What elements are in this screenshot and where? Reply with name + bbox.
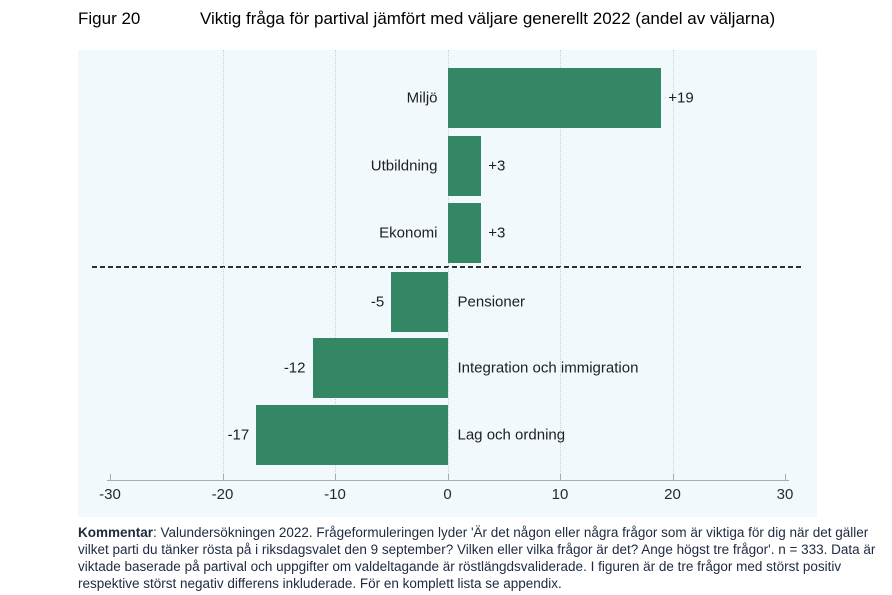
bar-category-label: Lag och ordning xyxy=(457,426,566,444)
x-axis-tick-label: 10 xyxy=(551,486,569,503)
x-axis-tick-label: -20 xyxy=(211,486,234,503)
bar-value-label: -17 xyxy=(227,426,250,444)
bar-value-label: +19 xyxy=(668,89,694,107)
x-axis-tick-label: -10 xyxy=(324,486,346,503)
bar-value-label: -5 xyxy=(370,293,385,311)
x-axis-tick--20 xyxy=(222,474,224,480)
x-axis-tick-label: -30 xyxy=(99,486,121,503)
comment-label: Kommentar xyxy=(78,525,154,540)
gridline-10 xyxy=(560,50,561,480)
x-axis-tick-label: 30 xyxy=(776,486,794,503)
bar-chart-plot: Miljö +19 Utbildning +3 Ekonomi +3 Pensioner -5… xyxy=(78,50,817,517)
gridline-0 xyxy=(447,50,449,480)
x-axis-tick-20 xyxy=(672,474,674,480)
bar-category-label: Utbildning xyxy=(370,157,438,175)
bar-1 xyxy=(447,136,482,196)
x-axis-tick-label: 0 xyxy=(443,486,452,503)
bar-value-label: -12 xyxy=(283,359,306,377)
gridline-20 xyxy=(672,50,674,480)
figure-title: Viktig fråga för partival jämfört med vä… xyxy=(200,9,776,28)
x-axis-tick--30 xyxy=(110,474,111,480)
gridline--10 xyxy=(335,50,336,480)
bar-2 xyxy=(447,203,482,263)
comment-text: Kommentar: Valundersökningen 2022. Fråge… xyxy=(78,524,880,592)
gridline--20 xyxy=(222,50,224,480)
bar-4 xyxy=(312,338,448,398)
x-axis-tick-30 xyxy=(785,474,786,480)
bar-category-label: Miljö xyxy=(406,89,438,107)
x-axis-tick-10 xyxy=(560,474,561,480)
bar-5 xyxy=(256,405,448,465)
bar-category-label: Ekonomi xyxy=(379,224,438,242)
figure-number-label: Figur 20 xyxy=(78,9,141,28)
bar-value-label: +3 xyxy=(488,224,506,242)
bar-category-label: Integration och immigration xyxy=(457,359,639,377)
bar-value-label: +3 xyxy=(488,157,506,175)
figure-header: Figur 20 Viktig fråga för partival jämför… xyxy=(78,9,775,29)
x-axis-tick-0 xyxy=(447,474,449,480)
x-axis-line xyxy=(107,480,789,481)
x-axis-tick-label: 20 xyxy=(664,486,681,503)
x-axis-tick--10 xyxy=(335,474,336,480)
comment-body: : Valundersökningen 2022. Frågeformuleri… xyxy=(78,525,876,591)
bar-category-label: Pensioner xyxy=(457,293,526,311)
bar-3 xyxy=(391,272,448,332)
bar-0 xyxy=(447,68,662,128)
